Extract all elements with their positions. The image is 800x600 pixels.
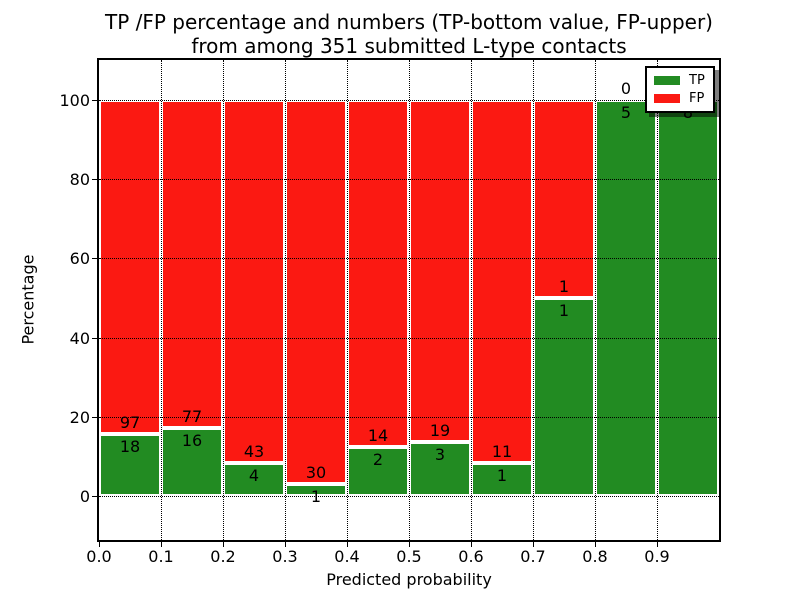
x-gridline <box>657 60 658 540</box>
x-tick-label: 0.7 <box>520 547 546 566</box>
x-tick-label: 0.0 <box>86 547 112 566</box>
x-tick <box>657 542 658 547</box>
y-gridline <box>99 417 719 419</box>
x-gridline <box>409 60 410 540</box>
tp-bar-segment <box>223 462 285 497</box>
x-tick <box>285 542 286 547</box>
y-tick <box>92 179 97 180</box>
x-axis-label: Predicted probability <box>326 570 492 589</box>
tp-bar-segment <box>533 298 595 497</box>
y-tick-label: 0 <box>79 487 90 507</box>
fp-bar-segment <box>161 99 223 429</box>
x-gridline <box>533 60 534 540</box>
tp-bar-segment <box>161 428 223 497</box>
tp-bar-segment <box>657 99 719 497</box>
y-axis-label: Percentage <box>18 254 38 345</box>
x-tick-label: 0.5 <box>396 547 422 566</box>
legend-item-fp: FP <box>654 92 706 105</box>
tp-count-label: 5 <box>620 102 632 122</box>
y-tick <box>92 337 97 339</box>
fp-bar-segment <box>533 99 595 298</box>
x-tick <box>533 542 534 547</box>
y-tick <box>92 496 97 498</box>
x-gridline <box>471 60 472 540</box>
x-gridline <box>223 60 224 540</box>
fp-bar-segment <box>99 99 161 435</box>
y-gridline <box>99 99 719 101</box>
fp-bar-segment <box>223 99 285 463</box>
tp-count-label: 1 <box>558 301 570 321</box>
fp-bar-segment <box>347 99 409 447</box>
y-tick-label: 60 <box>69 249 90 269</box>
tp-count-label: 3 <box>434 445 446 465</box>
x-gridline <box>347 60 348 540</box>
tp-count-label: 16 <box>181 431 203 451</box>
y-tick-label: 80 <box>69 170 90 189</box>
legend-swatch-fp <box>654 94 680 104</box>
tp-count-label: 4 <box>248 465 260 485</box>
x-tick <box>223 542 224 547</box>
tp-count-label: 2 <box>372 449 384 469</box>
fp-count-label: 30 <box>305 462 327 482</box>
x-tick-label: 0.2 <box>210 547 236 566</box>
fp-count-label: 43 <box>243 441 265 461</box>
fp-count-label: 19 <box>429 421 451 441</box>
x-tick-label: 0.3 <box>272 547 298 566</box>
x-tick <box>409 542 410 547</box>
chart-title-line2: from among 351 submitted L-type contacts <box>191 34 627 58</box>
x-tick-label: 0.6 <box>458 547 484 566</box>
x-tick-label: 0.1 <box>148 547 174 566</box>
tp-bar-segment <box>99 434 161 497</box>
tp-bar-segment <box>409 442 471 497</box>
legend: TP FP <box>645 66 715 113</box>
fp-count-label: 14 <box>367 425 389 445</box>
x-tick <box>347 542 348 547</box>
x-tick-label: 0.4 <box>334 547 360 566</box>
y-tick-label: 20 <box>69 408 90 428</box>
x-tick-label: 0.8 <box>582 547 608 566</box>
x-gridline <box>161 60 162 540</box>
legend-label: TP <box>689 72 705 88</box>
legend-swatch-tp <box>654 75 680 85</box>
legend-label: FP <box>689 91 705 107</box>
tp-bar-segment <box>347 446 409 497</box>
fp-count-label: 11 <box>491 442 513 462</box>
y-gridline <box>99 258 719 260</box>
y-gridline <box>99 496 719 498</box>
fp-bar-segment <box>409 99 471 443</box>
chart-title: TP /FP percentage and numbers (TP-bottom… <box>99 10 719 58</box>
fp-count-label: 77 <box>181 407 203 427</box>
fp-bar-segment <box>471 99 533 464</box>
y-tick <box>92 417 97 419</box>
fp-bar-segment <box>285 99 347 484</box>
fp-count-label: 1 <box>558 277 570 297</box>
tp-count-label: 18 <box>119 437 141 457</box>
x-gridline <box>285 60 286 540</box>
x-tick-label: 0.9 <box>644 547 670 566</box>
y-tick-label: 40 <box>69 328 90 348</box>
y-gridline <box>99 337 719 339</box>
y-tick <box>92 99 97 101</box>
y-gridline <box>99 179 719 180</box>
fp-count-label: 97 <box>119 413 141 433</box>
y-tick-label: 100 <box>59 90 90 110</box>
tp-bar-segment <box>471 463 533 497</box>
legend-item-tp: TP <box>654 74 706 87</box>
fp-count-label: 0 <box>620 78 632 98</box>
x-gridline <box>595 60 596 540</box>
x-tick <box>99 542 100 547</box>
tp-bar-segment <box>285 483 347 497</box>
chart-title-line1: TP /FP percentage and numbers (TP-bottom… <box>105 10 713 34</box>
x-tick <box>161 542 162 547</box>
y-tick <box>92 258 97 260</box>
x-tick <box>471 542 472 547</box>
tp-bar-segment <box>595 99 657 497</box>
tp-count-label: 1 <box>310 486 322 506</box>
x-tick <box>595 542 596 547</box>
tp-count-label: 1 <box>496 466 508 486</box>
